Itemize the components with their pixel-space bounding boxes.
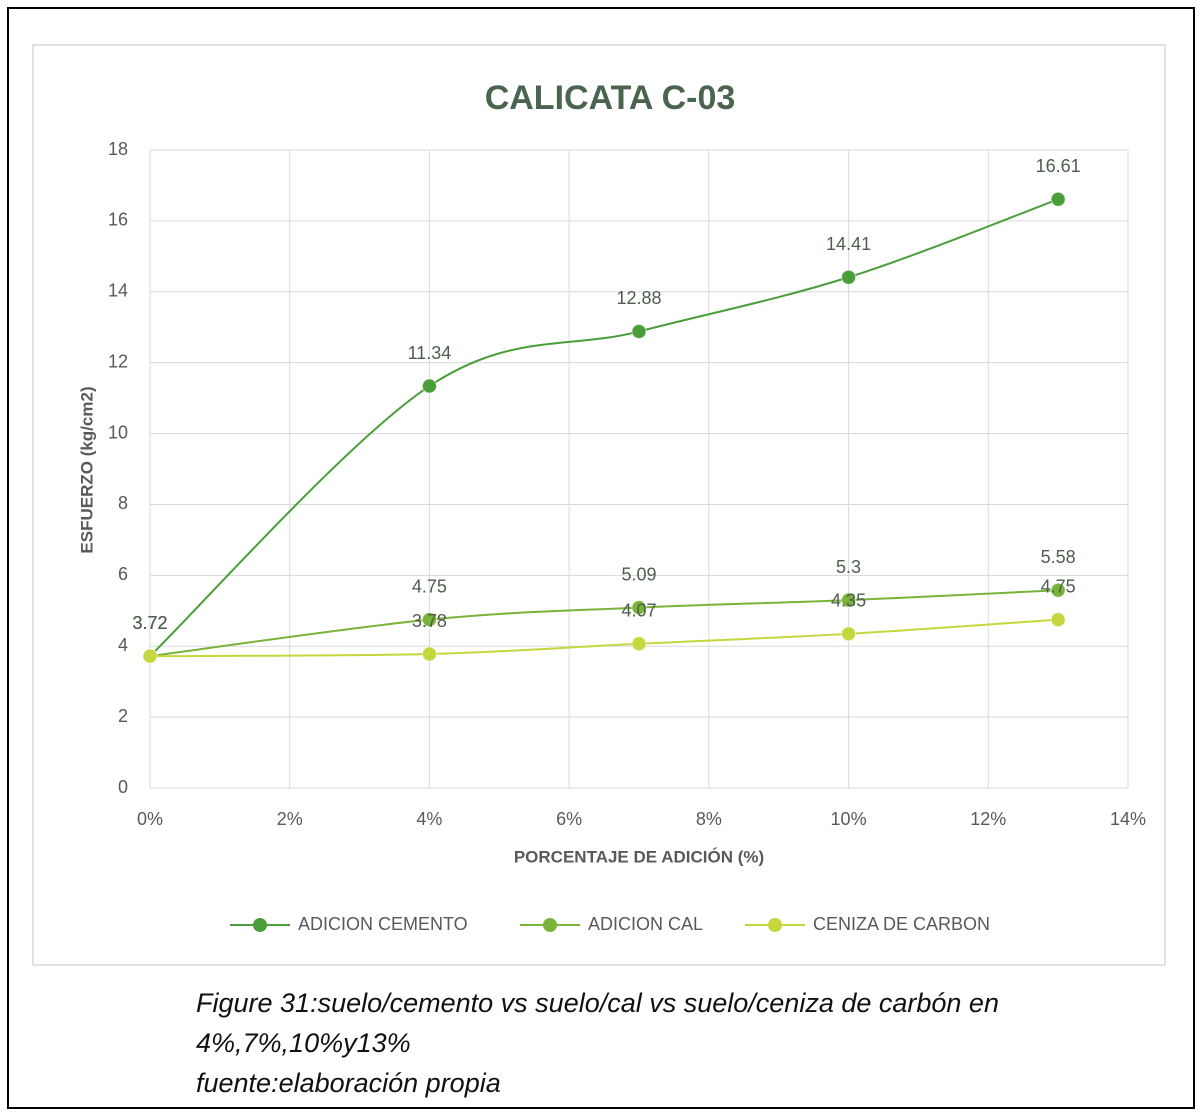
data-label: 5.3 bbox=[836, 557, 861, 577]
data-label: 3.78 bbox=[412, 611, 447, 631]
data-label: 14.41 bbox=[826, 234, 871, 254]
data-point bbox=[841, 626, 857, 642]
caption-line: fuente:elaboración propia bbox=[196, 1068, 501, 1098]
data-label: 5.58 bbox=[1041, 547, 1076, 567]
x-tick-label: 2% bbox=[277, 809, 303, 829]
data-label: 4.35 bbox=[831, 591, 866, 611]
chart-border bbox=[32, 44, 1166, 966]
legend-label: ADICION CEMENTO bbox=[298, 914, 468, 934]
legend-label: CENIZA DE CARBON bbox=[813, 914, 990, 934]
data-label: 4.75 bbox=[412, 576, 447, 596]
legend-label: ADICION CAL bbox=[588, 914, 703, 934]
x-tick-label: 14% bbox=[1110, 809, 1146, 829]
x-tick-label: 8% bbox=[696, 809, 722, 829]
x-tick-label: 6% bbox=[556, 809, 582, 829]
data-point bbox=[631, 600, 647, 616]
y-tick-label: 2 bbox=[118, 706, 128, 726]
legend-marker bbox=[768, 918, 782, 932]
data-point bbox=[1050, 191, 1066, 207]
y-tick-label: 18 bbox=[108, 139, 128, 159]
data-point bbox=[421, 612, 437, 628]
data-label: 3.72 bbox=[132, 613, 167, 633]
data-point bbox=[841, 269, 857, 285]
data-point bbox=[1050, 612, 1066, 628]
y-tick-label: 12 bbox=[108, 351, 128, 371]
data-label: 4.07 bbox=[621, 600, 656, 620]
data-point bbox=[1050, 582, 1066, 598]
y-tick-label: 6 bbox=[118, 564, 128, 584]
y-tick-label: 16 bbox=[108, 210, 128, 230]
data-point bbox=[841, 592, 857, 608]
y-tick-label: 4 bbox=[118, 635, 128, 655]
y-axis-label: ESFUERZO (kg/cm2) bbox=[77, 386, 96, 553]
legend-marker bbox=[253, 918, 267, 932]
x-tick-label: 4% bbox=[416, 809, 442, 829]
caption-line: Figure 31:suelo/cemento vs suelo/cal vs … bbox=[196, 988, 999, 1018]
series-line bbox=[149, 198, 1059, 657]
data-label: 3.72 bbox=[132, 613, 167, 633]
data-point bbox=[421, 646, 437, 662]
data-label: 3.72 bbox=[132, 613, 167, 633]
data-label: 16.61 bbox=[1036, 156, 1081, 176]
x-tick-label: 10% bbox=[831, 809, 867, 829]
data-point bbox=[631, 636, 647, 652]
data-point bbox=[631, 323, 647, 339]
y-tick-label: 0 bbox=[118, 777, 128, 797]
chart-title: CALICATA C-03 bbox=[485, 79, 736, 117]
data-label: 4.75 bbox=[1041, 576, 1076, 596]
legend-marker bbox=[543, 918, 557, 932]
x-tick-label: 0% bbox=[137, 809, 163, 829]
data-point bbox=[142, 648, 158, 664]
x-tick-label: 12% bbox=[970, 809, 1006, 829]
data-label: 11.34 bbox=[408, 343, 452, 363]
y-tick-label: 10 bbox=[108, 422, 128, 442]
caption-line: 4%,7%,10%y13% bbox=[196, 1028, 411, 1058]
x-axis-label: PORCENTAJE DE ADICIÓN (%) bbox=[514, 847, 764, 866]
y-tick-label: 14 bbox=[108, 281, 128, 301]
data-label: 5.09 bbox=[621, 564, 656, 584]
data-point bbox=[421, 378, 437, 394]
data-label: 12.88 bbox=[616, 288, 661, 308]
y-tick-label: 8 bbox=[118, 493, 128, 513]
